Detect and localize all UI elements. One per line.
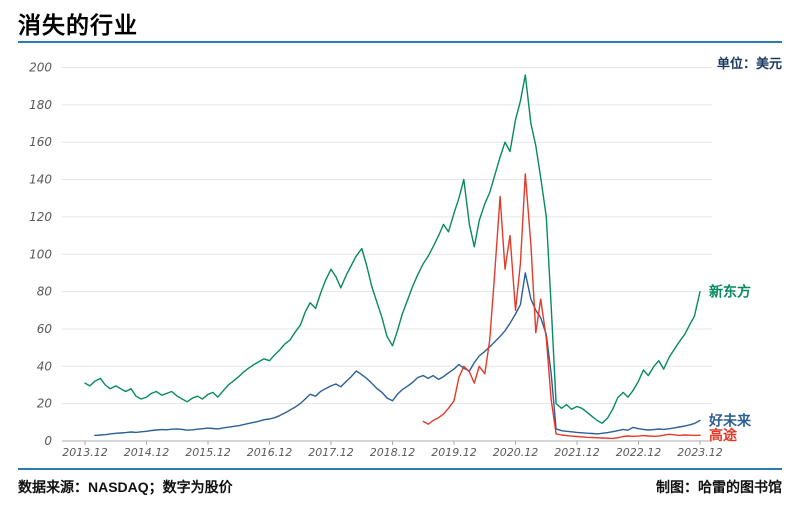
footer-divider xyxy=(18,468,782,470)
x-tick-label: 2023.12 xyxy=(677,446,723,459)
x-tick-label: 2018.12 xyxy=(370,446,416,459)
x-tick-label: 2013.12 xyxy=(62,446,108,459)
credit-note: 制图：哈雷的图书馆 xyxy=(656,479,782,495)
y-tick-label: 120 xyxy=(29,210,52,224)
page-title: 消失的行业 xyxy=(18,12,138,38)
x-tick-label: 2017.12 xyxy=(308,446,354,459)
x-tick-label: 2022.12 xyxy=(616,446,662,459)
x-tick-label: 2016.12 xyxy=(247,446,293,459)
series-line-haoweilai xyxy=(94,272,701,437)
legend-label-haoweilai: 好未来 xyxy=(708,412,752,428)
y-tick-label: 180 xyxy=(29,98,52,112)
y-tick-label: 60 xyxy=(37,322,53,336)
title-divider xyxy=(18,41,782,43)
y-tick-label: 20 xyxy=(37,397,53,411)
chart-area: 0 20 40 60 80 100 120 140 160 180 200 2013.12 2014.1… xyxy=(0,50,800,465)
y-tick-label: 160 xyxy=(29,135,52,149)
legend-label-gaotu: 高途 xyxy=(709,427,738,443)
unit-label: 单位：美元 xyxy=(716,56,782,71)
y-tick-label: 40 xyxy=(37,359,53,373)
x-tick-label: 2020.12 xyxy=(493,446,539,459)
y-tick-label: 140 xyxy=(29,173,52,187)
source-note: 数据来源：NASDAQ；数字为股价 xyxy=(18,479,233,495)
x-tick-label: 2019.12 xyxy=(431,446,477,459)
x-tick-label: 2021.12 xyxy=(554,446,600,459)
y-tick-label: 100 xyxy=(29,247,52,261)
series-line-xindongfang xyxy=(84,74,701,424)
y-tick-label: 200 xyxy=(29,61,52,75)
stock-chart: 0 20 40 60 80 100 120 140 160 180 200 2013.12 2014.1… xyxy=(29,61,752,460)
legend-label-xindongfang: 新东方 xyxy=(709,284,751,300)
x-tick-label: 2015.12 xyxy=(185,446,231,459)
x-tick-label: 2014.12 xyxy=(124,446,170,459)
y-tick-label: 0 xyxy=(44,434,52,448)
series-line-gaotu xyxy=(422,173,701,440)
y-tick-label: 80 xyxy=(37,285,53,299)
